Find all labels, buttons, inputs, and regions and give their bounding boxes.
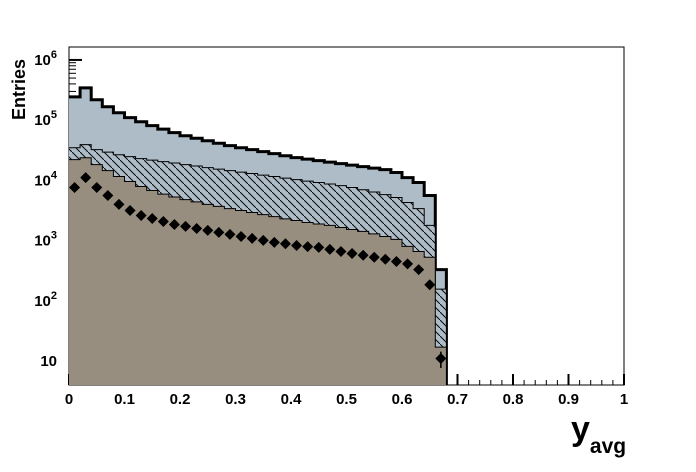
data-marker-diamond — [146, 212, 158, 224]
x-tick-label: 0.7 — [447, 391, 468, 408]
x-axis-title-subscript: avg — [590, 435, 626, 458]
data-marker-diamond — [390, 255, 402, 267]
x-tick-label: 0.6 — [392, 391, 413, 408]
data-marker-diamond — [257, 234, 269, 246]
data-marker-diamond — [135, 210, 147, 222]
x-tick-label: 0 — [65, 391, 73, 408]
data-marker-diamond — [379, 253, 391, 265]
histogram-layers — [69, 86, 448, 385]
data-marker-diamond — [324, 243, 336, 255]
data-marker-diamond — [124, 205, 136, 217]
data-marker-diamond — [157, 215, 169, 227]
y-tick-label: 104 — [34, 169, 58, 189]
data-marker-diamond — [202, 224, 214, 236]
x-tick-label: 0.5 — [336, 391, 357, 408]
data-marker-diamond — [313, 241, 325, 253]
data-marker-diamond — [180, 220, 192, 232]
data-points-layer — [69, 172, 447, 368]
data-marker-diamond — [268, 236, 280, 248]
x-tick-label: 0.3 — [225, 391, 246, 408]
data-marker-diamond — [413, 264, 425, 276]
data-marker-diamond — [102, 190, 114, 202]
data-marker-diamond — [168, 219, 180, 231]
data-marker-diamond — [424, 279, 436, 291]
y-tick-label: 103 — [34, 230, 57, 250]
data-marker-diamond — [357, 249, 369, 261]
data-marker-diamond — [335, 245, 347, 257]
x-tick-label: 0.9 — [558, 391, 579, 408]
data-marker-diamond — [402, 258, 414, 270]
data-marker-diamond — [435, 353, 447, 365]
data-marker-diamond — [246, 232, 258, 244]
tick-labels: 106 105 104 103 102 10 0 0.1 0.2 0.3 0.4 0.5 0.6 0.7 0… — [34, 49, 628, 408]
data-marker-diamond — [368, 251, 380, 263]
data-marker-diamond — [235, 230, 247, 242]
y-tick-label: 102 — [34, 290, 57, 310]
data-marker-diamond — [224, 228, 236, 240]
x-tick-label: 0.4 — [281, 391, 303, 408]
y-axis-title: Entries — [9, 59, 29, 120]
data-points — [69, 172, 447, 368]
data-marker-diamond — [113, 198, 125, 210]
y-tick-label: 10 — [40, 353, 57, 370]
data-marker-diamond — [69, 182, 81, 194]
y-tick-label: 105 — [34, 109, 57, 129]
data-marker-diamond — [191, 222, 203, 234]
brown-histogram — [69, 157, 447, 385]
x-tick-label: 0.8 — [503, 391, 524, 408]
data-marker-diamond — [346, 248, 358, 260]
data-marker-diamond — [91, 182, 103, 194]
x-axis-title-main: y — [571, 410, 590, 448]
data-marker-diamond — [80, 172, 92, 184]
x-tick-label: 0.1 — [114, 391, 135, 408]
x-tick-label: 1 — [620, 391, 628, 408]
data-marker-diamond — [291, 239, 303, 251]
data-marker-diamond — [213, 226, 225, 238]
x-axis-title: yavg — [571, 410, 626, 458]
data-marker-diamond — [302, 241, 314, 253]
y-tick-label: 106 — [34, 49, 57, 69]
x-tick-label: 0.2 — [170, 391, 191, 408]
data-marker-diamond — [279, 238, 291, 250]
